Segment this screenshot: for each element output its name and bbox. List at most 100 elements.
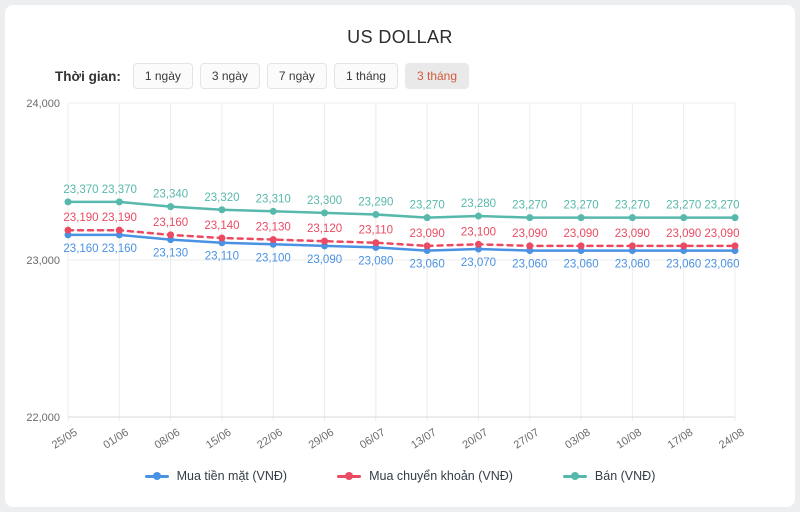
data-point[interactable] xyxy=(218,234,226,242)
data-label: 23,090 xyxy=(307,254,342,266)
data-label: 23,060 xyxy=(615,259,650,271)
data-label: 23,080 xyxy=(358,255,393,267)
data-point[interactable] xyxy=(731,242,739,250)
data-point[interactable] xyxy=(680,242,688,250)
data-label: 23,110 xyxy=(359,225,393,237)
time-filter-label: Thời gian: xyxy=(55,68,121,84)
x-tick-label: 22/06 xyxy=(255,426,285,451)
legend-item-2[interactable]: Mua chuyển khoản (VNĐ) xyxy=(337,469,513,483)
legend-label: Bán (VNĐ) xyxy=(594,469,656,483)
data-label: 23,270 xyxy=(512,200,547,212)
data-point[interactable] xyxy=(269,207,277,215)
x-tick-label: 01/06 xyxy=(101,426,131,451)
x-tick-label: 10/08 xyxy=(614,426,644,451)
data-point[interactable] xyxy=(321,209,329,217)
data-label: 23,370 xyxy=(102,184,137,196)
legend-label: Mua chuyển khoản (VNĐ) xyxy=(369,469,513,483)
y-tick-label: 24,000 xyxy=(26,98,60,110)
data-point[interactable] xyxy=(321,237,329,245)
data-point[interactable] xyxy=(64,226,72,234)
series-line-1 xyxy=(66,228,737,248)
data-label: 23,280 xyxy=(461,198,496,210)
data-point[interactable] xyxy=(64,198,72,206)
data-label: 23,320 xyxy=(204,192,239,204)
data-point[interactable] xyxy=(167,231,175,239)
legend-label: Mua tiền mặt (VNĐ) xyxy=(176,469,288,483)
data-label: 23,060 xyxy=(666,259,701,271)
x-tick-label: 20/07 xyxy=(460,426,490,451)
x-tick-label: 24/08 xyxy=(717,426,747,451)
x-tick-label: 03/08 xyxy=(563,426,593,451)
data-point[interactable] xyxy=(628,242,636,250)
data-label: 23,290 xyxy=(358,196,393,208)
data-point[interactable] xyxy=(474,240,482,248)
data-label: 23,110 xyxy=(205,251,239,263)
page-title: US DOLLAR xyxy=(347,27,453,47)
data-label: 23,270 xyxy=(704,200,739,212)
legend-line-dot-icon xyxy=(562,472,587,480)
data-label: 23,190 xyxy=(102,212,137,224)
time-filter-button-4[interactable]: 1 tháng xyxy=(333,63,398,89)
data-point[interactable] xyxy=(115,198,123,206)
data-point[interactable] xyxy=(423,214,431,222)
series-line-2 xyxy=(66,200,737,219)
data-label: 23,270 xyxy=(615,200,650,212)
data-label: 23,160 xyxy=(63,243,98,255)
data-point[interactable] xyxy=(680,214,688,222)
line-chart: 22,000 23,000 24,000 25/05 01/06 08/06 15/06 22… xyxy=(26,98,747,452)
data-point[interactable] xyxy=(423,242,431,250)
time-filter-group: 1 ngày 3 ngày 7 ngày 1 tháng 3 tháng xyxy=(132,63,476,89)
data-label: 23,090 xyxy=(563,228,598,240)
data-label: 23,070 xyxy=(461,257,496,269)
data-label: 23,160 xyxy=(102,243,137,255)
data-label: 23,120 xyxy=(307,223,342,235)
x-tick-label: 25/05 xyxy=(50,426,80,451)
legend-line-dot-icon xyxy=(144,472,169,480)
data-label: 23,160 xyxy=(153,217,188,229)
time-filter-button-1[interactable]: 1 ngày xyxy=(132,63,193,89)
data-point[interactable] xyxy=(372,239,380,247)
data-label: 23,130 xyxy=(153,248,188,260)
data-point[interactable] xyxy=(731,214,739,222)
data-label: 23,100 xyxy=(256,252,291,264)
data-point[interactable] xyxy=(269,236,277,244)
data-label: 23,060 xyxy=(563,259,598,271)
x-tick-label: 13/07 xyxy=(409,426,439,451)
x-tick-label: 17/08 xyxy=(666,426,696,451)
data-point[interactable] xyxy=(474,212,482,220)
data-point[interactable] xyxy=(577,214,585,222)
data-label: 23,270 xyxy=(563,200,598,212)
data-label: 23,060 xyxy=(704,259,739,271)
time-filter-button-5[interactable]: 3 tháng xyxy=(404,63,470,89)
data-label: 23,340 xyxy=(153,189,188,201)
series-line-0 xyxy=(66,233,737,252)
data-point[interactable] xyxy=(218,206,226,214)
time-filter-button-3[interactable]: 7 ngày xyxy=(266,63,327,89)
data-label: 23,090 xyxy=(666,228,701,240)
data-point[interactable] xyxy=(115,226,123,234)
data-label: 23,090 xyxy=(512,228,547,240)
chart-card: US DOLLAR Thời gian: 1 ngày 3 ngày 7 ngày 1… xyxy=(5,5,795,507)
data-point[interactable] xyxy=(167,203,175,211)
data-point[interactable] xyxy=(372,210,380,218)
x-tick-label: 06/07 xyxy=(358,426,388,451)
time-filter-button-2[interactable]: 3 ngày xyxy=(199,63,260,89)
data-label: 23,100 xyxy=(461,226,496,238)
legend-item-3[interactable]: Bán (VNĐ) xyxy=(562,469,656,483)
data-label: 23,090 xyxy=(410,228,445,240)
legend-item-1[interactable]: Mua tiền mặt (VNĐ) xyxy=(144,469,288,483)
data-label: 23,370 xyxy=(63,184,98,196)
legend-line-dot-icon xyxy=(337,472,362,480)
data-point[interactable] xyxy=(577,242,585,250)
data-point[interactable] xyxy=(526,242,534,250)
data-label: 23,130 xyxy=(256,222,291,234)
data-point[interactable] xyxy=(628,214,636,222)
data-label: 23,060 xyxy=(512,259,547,271)
data-label: 23,190 xyxy=(63,212,98,224)
x-tick-label: 08/06 xyxy=(153,426,183,451)
data-label: 23,270 xyxy=(666,200,701,212)
chart-legend: Mua tiền mặt (VNĐ) Mua chuyển khoản (VNĐ)… xyxy=(5,469,795,483)
y-tick-label: 23,000 xyxy=(26,255,60,267)
data-label: 23,060 xyxy=(410,259,445,271)
data-point[interactable] xyxy=(526,214,534,222)
